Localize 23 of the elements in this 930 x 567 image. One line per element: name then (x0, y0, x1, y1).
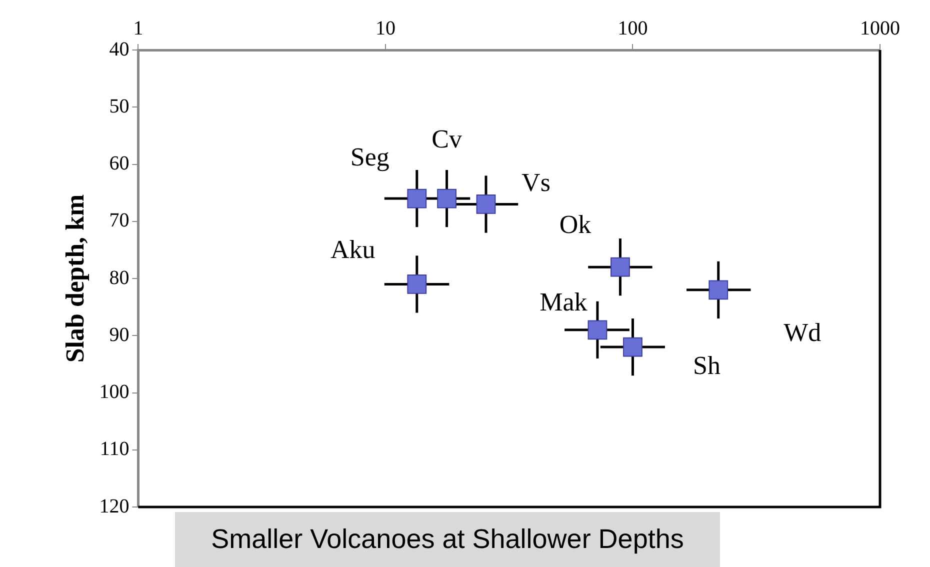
annotation: Cv (432, 124, 462, 154)
y-axis-title: Slab depth, km (60, 194, 90, 363)
x-tick-label: 1 (133, 17, 144, 40)
annotation: Seg (350, 142, 390, 172)
text: Smaller Volcanoes at Shallower Depths (175, 512, 720, 567)
y-tick-label: 80 (109, 266, 130, 289)
annotation: Vs (522, 168, 550, 198)
y-tick-label: 70 (109, 210, 130, 232)
y-tick-label: 60 (109, 152, 130, 174)
y-tick-label: 110 (100, 438, 130, 460)
x-tick-label: 100 (618, 17, 648, 40)
y-tick-label: 40 (109, 38, 130, 60)
annotation: Aku (330, 235, 376, 264)
x-tick-label: 10 (375, 17, 396, 40)
y-tick-label: 120 (99, 495, 130, 518)
y-tick-label: 100 (99, 381, 130, 403)
y-tick-label: 90 (109, 324, 130, 346)
y-tick-label: 50 (109, 95, 130, 118)
annotation: Mak (540, 288, 588, 317)
x-tick-label: 1000 (860, 17, 900, 40)
annotation: Sh (693, 350, 720, 380)
annotation: Wd (784, 318, 822, 347)
annotation: Ok (559, 210, 592, 239)
